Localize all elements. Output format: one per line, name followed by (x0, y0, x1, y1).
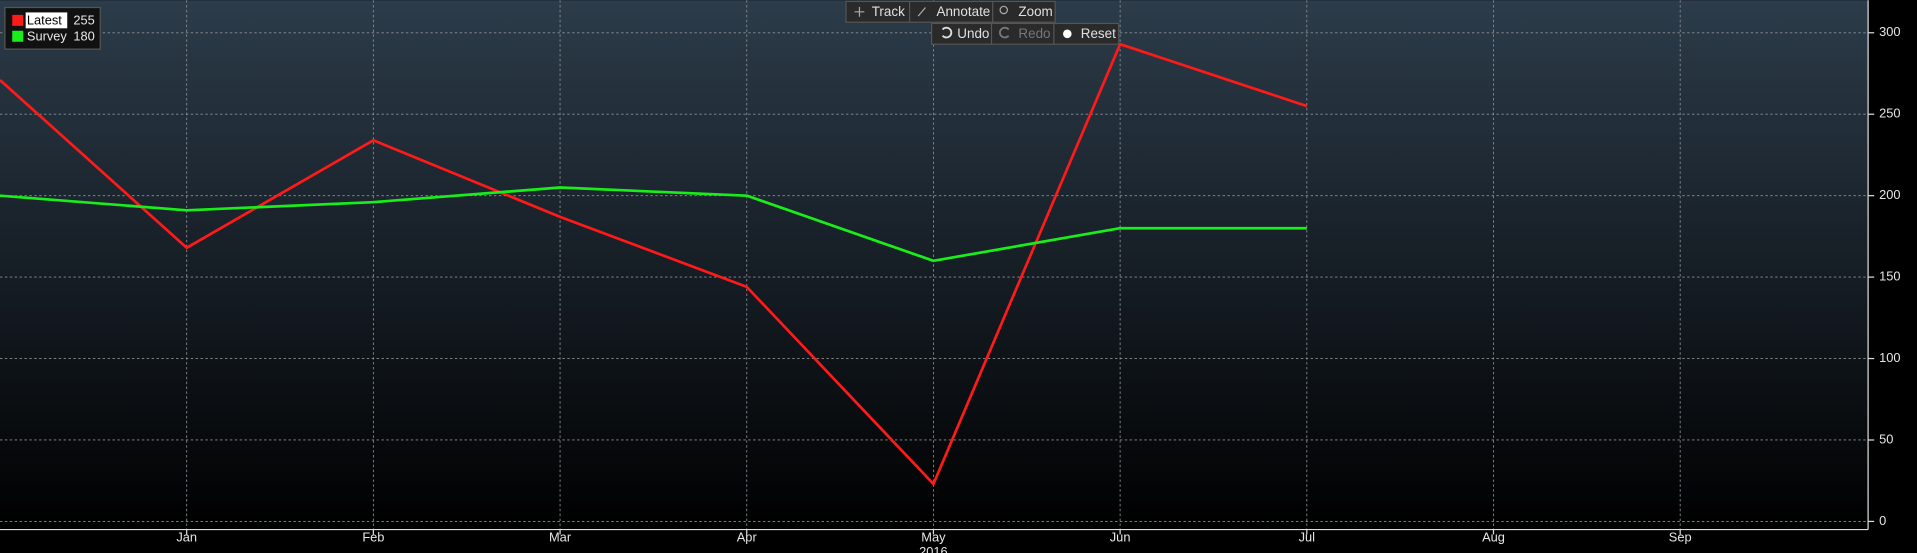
x-tick-label: Sep (1669, 530, 1692, 545)
x-tick-label: Mar (549, 530, 572, 545)
lines (0, 42, 1308, 486)
x-tick-label: May (921, 530, 946, 545)
icon (999, 5, 1009, 15)
x-tick-label: Feb (362, 530, 384, 545)
reset-button[interactable]: Reset (1063, 26, 1116, 41)
y-tick-label: 100 (1879, 350, 1900, 365)
x-tick-label: Jan (176, 530, 197, 545)
x-tick-label: Apr (737, 530, 758, 545)
icon (999, 26, 1010, 39)
plot-area (0, 0, 1869, 530)
x-axis-year: 2016 (919, 544, 948, 553)
icon (917, 7, 926, 17)
legend-swatch (12, 14, 24, 26)
x-tick-label: Jul (1299, 530, 1315, 545)
toolbar-bg (930, 22, 1120, 45)
series-line (0, 186, 1307, 263)
legend-label: Survey (27, 28, 68, 43)
axes: 0 50 100 150 200 250 300 Jan Feb Mar Apr May Jun Jul A… (176, 24, 1900, 553)
button-label[interactable]: Reset (1081, 26, 1116, 41)
legend-highlight (25, 12, 68, 29)
track-button[interactable]: Track (854, 4, 905, 19)
y-tick-label: 200 (1879, 187, 1900, 202)
zoom-button[interactable]: Zoom (999, 4, 1053, 19)
icon (941, 26, 953, 39)
y-tick-label: 50 (1879, 431, 1893, 446)
button-label[interactable]: Zoom (1018, 4, 1052, 19)
legend-value: 180 (73, 28, 94, 43)
annotate-button[interactable]: Annotate (917, 4, 990, 19)
x-tick-label: Jun (1110, 530, 1131, 545)
button-label[interactable]: Annotate (936, 4, 990, 19)
button-label[interactable]: Track (872, 4, 905, 19)
y-tick-label: 0 (1879, 513, 1886, 528)
y-tick-label: 300 (1879, 24, 1900, 39)
series-line (0, 42, 1308, 486)
icon (1063, 29, 1072, 39)
undo-button[interactable]: Undo (941, 26, 990, 41)
redo-button[interactable]: Redo (999, 26, 1051, 41)
x-tick-label: Aug (1482, 530, 1505, 545)
legend-value: 255 (73, 12, 94, 27)
button-label[interactable]: Redo (1018, 26, 1050, 41)
icon (854, 6, 865, 17)
grid (0, 0, 1869, 530)
legend-label: Latest (27, 12, 62, 27)
legend-swatch (12, 30, 24, 42)
legend: Latest 255 Survey 180 (4, 6, 101, 50)
y-tick-label: 150 (1879, 268, 1900, 283)
button-label[interactable]: Undo (957, 26, 989, 41)
y-tick-label: 250 (1879, 106, 1900, 121)
toolbar: Track Annotate Zoom Undo Redo Reset (845, 0, 1120, 45)
